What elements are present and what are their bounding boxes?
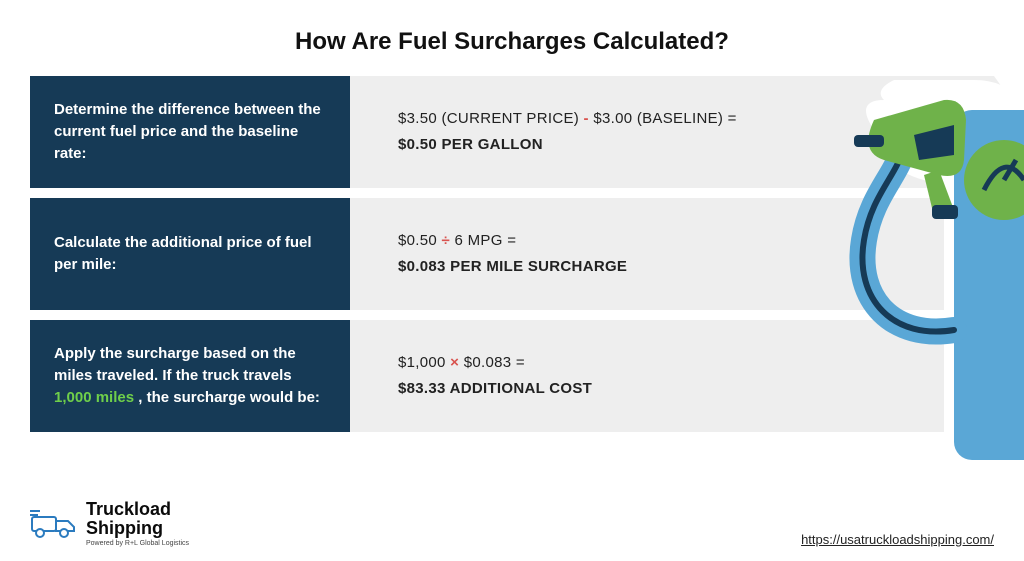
formula-a: $3.50 (CURRENT PRICE) — [398, 110, 579, 127]
step-label: Apply the surcharge based on the miles t… — [30, 320, 350, 432]
page-title: How Are Fuel Surcharges Calculated? — [0, 0, 1024, 76]
step-label-pre: Apply the surcharge based on the miles t… — [54, 345, 296, 384]
step-row: Calculate the additional price of fuel p… — [30, 198, 994, 310]
step-formula: $1,000 × $0.083 = — [398, 352, 954, 375]
step-result: $0.083 PER MILE SURCHARGE — [398, 256, 954, 279]
step-label-pre: Determine the difference between the cur… — [54, 101, 321, 162]
step-row: Apply the surcharge based on the miles t… — [30, 320, 994, 432]
source-url-link[interactable]: https://usatruckloadshipping.com/ — [801, 532, 994, 547]
truck-icon — [30, 505, 78, 541]
formula-op: - — [584, 110, 589, 127]
step-label: Determine the difference between the cur… — [30, 76, 350, 188]
formula-a: $1,000 — [398, 354, 446, 371]
step-label-highlight: 1,000 miles — [54, 389, 134, 406]
formula-eq: = — [728, 110, 737, 127]
step-label-post: , the surcharge would be: — [138, 389, 320, 406]
step-calculation: $3.50 (CURRENT PRICE) - $3.00 (BASELINE)… — [350, 76, 994, 188]
formula-eq: = — [507, 232, 516, 249]
logo-tagline: Powered by R+L Global Logistics — [86, 540, 189, 547]
step-formula: $0.50 ÷ 6 MPG = — [398, 230, 954, 253]
step-result: $83.33 ADDITIONAL COST — [398, 378, 954, 401]
step-formula: $3.50 (CURRENT PRICE) - $3.00 (BASELINE)… — [398, 108, 954, 131]
step-label-pre: Calculate the additional price of fuel p… — [54, 234, 312, 273]
brand-logo-text: Truckload Shipping Powered by R+L Global… — [86, 500, 189, 547]
step-calculation: $1,000 × $0.083 = $83.33 ADDITIONAL COST — [350, 320, 994, 432]
logo-line-2: Shipping — [86, 519, 189, 538]
step-label: Calculate the additional price of fuel p… — [30, 198, 350, 310]
steps-container: Determine the difference between the cur… — [0, 76, 1024, 432]
formula-b: $0.083 — [464, 354, 512, 371]
formula-b: $3.00 (BASELINE) — [593, 110, 723, 127]
formula-eq: = — [516, 354, 525, 371]
brand-logo: Truckload Shipping Powered by R+L Global… — [30, 500, 189, 547]
formula-a: $0.50 — [398, 232, 437, 249]
step-calculation: $0.50 ÷ 6 MPG = $0.083 PER MILE SURCHARG… — [350, 198, 994, 310]
formula-b: 6 MPG — [455, 232, 503, 249]
formula-op: × — [450, 354, 459, 371]
footer: Truckload Shipping Powered by R+L Global… — [30, 500, 994, 547]
step-row: Determine the difference between the cur… — [30, 76, 994, 188]
step-result: $0.50 PER GALLON — [398, 134, 954, 157]
formula-op: ÷ — [442, 232, 451, 249]
logo-line-1: Truckload — [86, 500, 189, 519]
